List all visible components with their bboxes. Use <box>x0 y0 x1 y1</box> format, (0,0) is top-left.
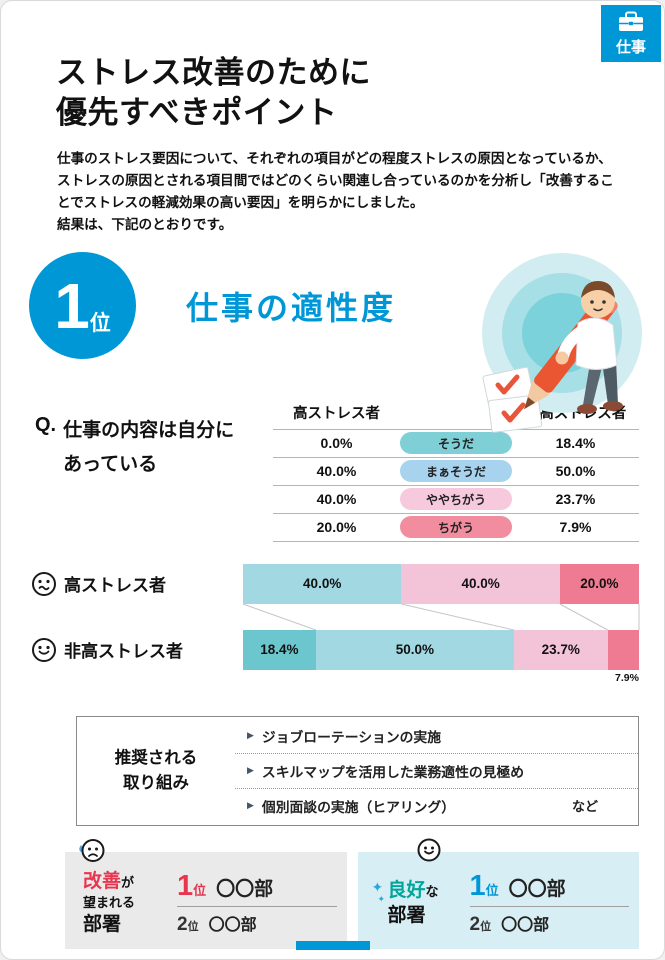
answer-table: 高ストレス者 非高ストレス者 0.0% そうだ 18.4% 40.0% まぁそう… <box>273 400 639 542</box>
table-row: 40.0% まぁそうだ 50.0% <box>273 456 639 485</box>
sparkle-icon: ✦ <box>371 878 384 895</box>
page-title-line1: ストレス改善のために <box>56 55 371 90</box>
column-header-high-stress: 高ストレス者 <box>293 405 380 422</box>
bar-connector-lines <box>243 604 639 630</box>
sparkle-icon: ✦ <box>377 893 386 904</box>
rank-1-line: 1位 〇〇部 <box>177 870 274 903</box>
high-stress-value: 40.0% <box>316 491 357 508</box>
page-title-line2: 優先すべきポイント <box>56 95 338 131</box>
smiley-face-icon <box>417 838 440 862</box>
panel-ranks: 1位 〇〇部 2位 〇〇部 <box>466 870 629 936</box>
rank-1-line: 1位 〇〇部 <box>469 870 566 903</box>
bar-segment: 23.7% <box>513 629 608 670</box>
footer-accent-bar <box>295 941 370 950</box>
panel-ranks: 1位 〇〇部 2位 〇〇部 <box>173 870 337 936</box>
briefcase-icon <box>619 11 643 31</box>
rank-badge: 1 位 <box>29 252 136 360</box>
answer-pill: まぁそうだ <box>400 460 512 483</box>
high-stress-value: 0.0% <box>320 435 353 452</box>
page-title: ストレス改善のために 優先すべきポイント <box>56 53 664 134</box>
etc-note: など <box>571 799 598 815</box>
good-departments-panel: ✦ ✦ 良好な 部署 1位 〇〇部 2位 〇〇部 <box>357 838 639 949</box>
bar-segment: 50.0% <box>315 629 514 670</box>
bar-segment-label: 23.7% <box>541 642 580 658</box>
table-row: 40.0% ややちがう 23.7% <box>273 484 639 513</box>
question-text: 仕事の内容は自分に あっている <box>63 419 235 475</box>
list-item: ▶ スキルマップを活用した業務適性の見極め <box>235 752 638 788</box>
rank-title: 仕事の適性度 <box>186 289 397 326</box>
sad-face-icon <box>79 838 105 862</box>
bar-segment: 7.9% <box>607 629 639 684</box>
improvement-departments-panel: 改善が 望まれる 部署 1位 〇〇部 2位 〇〇部 <box>65 838 347 949</box>
bullet-triangle-icon: ▶ <box>247 765 254 776</box>
answer-pill: そうだ <box>400 432 512 455</box>
list-item: ▶ ジョブローテーションの実施 <box>247 729 442 745</box>
worker-figure <box>555 281 623 414</box>
bar-non-high-stress: 18.4% 50.0% 23.7% 7.9% <box>243 629 639 684</box>
bullet-triangle-icon: ▶ <box>247 800 254 811</box>
recommendations-list: ▶ ジョブローテーションの実施 ▶ スキルマップを活用した業務適性の見極め ▶ … <box>235 717 638 825</box>
high-stress-value: 40.0% <box>316 463 357 480</box>
worker-illustration <box>482 253 642 433</box>
bar-segment: 40.0% <box>401 563 560 604</box>
low-stress-value: 7.9% <box>559 519 592 536</box>
rank-2-line: 2位 〇〇部 <box>177 914 257 936</box>
list-item: ▶ 個別面談の実施（ヒアリング） など <box>235 787 638 823</box>
recommendations-label: 推奨される 取り組み <box>114 748 198 792</box>
bar-segment-label: 40.0% <box>303 576 342 592</box>
recommendations-box: 推奨される 取り組み ▶ ジョブローテーションの実施 ▶ スキルマップを活用した… <box>76 715 639 826</box>
rank-suffix: 位 <box>89 311 111 335</box>
bar-segment-label: 20.0% <box>580 576 619 592</box>
rank-2-line: 2位 〇〇部 <box>469 914 550 936</box>
panel-label-improvement: 改善が 望まれる 部署 <box>83 870 136 935</box>
table-row: 20.0% ちがう 7.9% <box>273 512 639 542</box>
category-tab-label: 仕事 <box>615 38 646 56</box>
answer-pill: ちがう <box>400 516 512 539</box>
category-tab-work: 仕事 <box>601 5 661 62</box>
answer-pill: ややちがう <box>400 488 512 511</box>
table-row: 0.0% そうだ 18.4% <box>273 428 639 457</box>
bar-segment-label: 7.9% <box>615 671 639 684</box>
bar-segment: 20.0% <box>559 563 639 604</box>
question-prefix: Q. <box>35 413 57 436</box>
chart-row-high-stress: 高ストレス者 40.0% 40.0% 20.0% <box>31 563 639 604</box>
low-stress-value: 23.7% <box>555 491 596 508</box>
bar-segment-label: 18.4% <box>260 642 299 658</box>
intro-text: 仕事のストレス要因について、それぞれの項目がどの程度ストレスの原因となっているか… <box>57 148 614 236</box>
intro-last: 結果は、下記のとおりです。 <box>57 216 233 232</box>
chart-label-high-stress: 高ストレス者 <box>31 571 243 597</box>
bar-high-stress: 40.0% 40.0% 20.0% <box>243 563 639 604</box>
rank-number: 1 <box>54 269 90 342</box>
bar-segment: 40.0% <box>243 563 402 604</box>
bullet-triangle-icon: ▶ <box>247 730 254 741</box>
bar-segment-label: 40.0% <box>461 576 500 592</box>
low-stress-value: 50.0% <box>555 463 596 480</box>
low-stress-value: 18.4% <box>555 435 596 452</box>
rank-section: 1 位 仕事の適性度 <box>29 252 664 360</box>
bar-segment: 18.4% <box>243 629 316 670</box>
smiley-face-icon <box>32 637 56 662</box>
stressed-face-icon <box>32 571 56 596</box>
high-stress-value: 20.0% <box>316 519 357 536</box>
bar-segment-label: 50.0% <box>395 642 434 658</box>
divider <box>469 906 629 908</box>
chart-label-non-high-stress: 非高ストレス者 <box>31 637 243 663</box>
panel-label-good: ✦ ✦ 良好な 部署 <box>371 878 439 927</box>
chart-row-non-high-stress: 非高ストレス者 18.4% 50.0% 23.7% 7.9% <box>31 629 639 684</box>
question-section: Q. 仕事の内容は自分に あっている 高ストレス者 非高ストレス者 0.0% そ… <box>35 400 639 542</box>
intro-main: 仕事のストレス要因について、それぞれの項目がどの程度ストレスの原因となっているか… <box>57 150 614 210</box>
divider <box>177 906 337 908</box>
stacked-bar-chart: 高ストレス者 40.0% 40.0% 20.0% 非高ストレス者 18.4% 50.0… <box>31 563 639 692</box>
department-rankings: 改善が 望まれる 部署 1位 〇〇部 2位 〇〇部 <box>65 838 639 949</box>
question-label: Q. 仕事の内容は自分に あっている <box>35 400 273 542</box>
